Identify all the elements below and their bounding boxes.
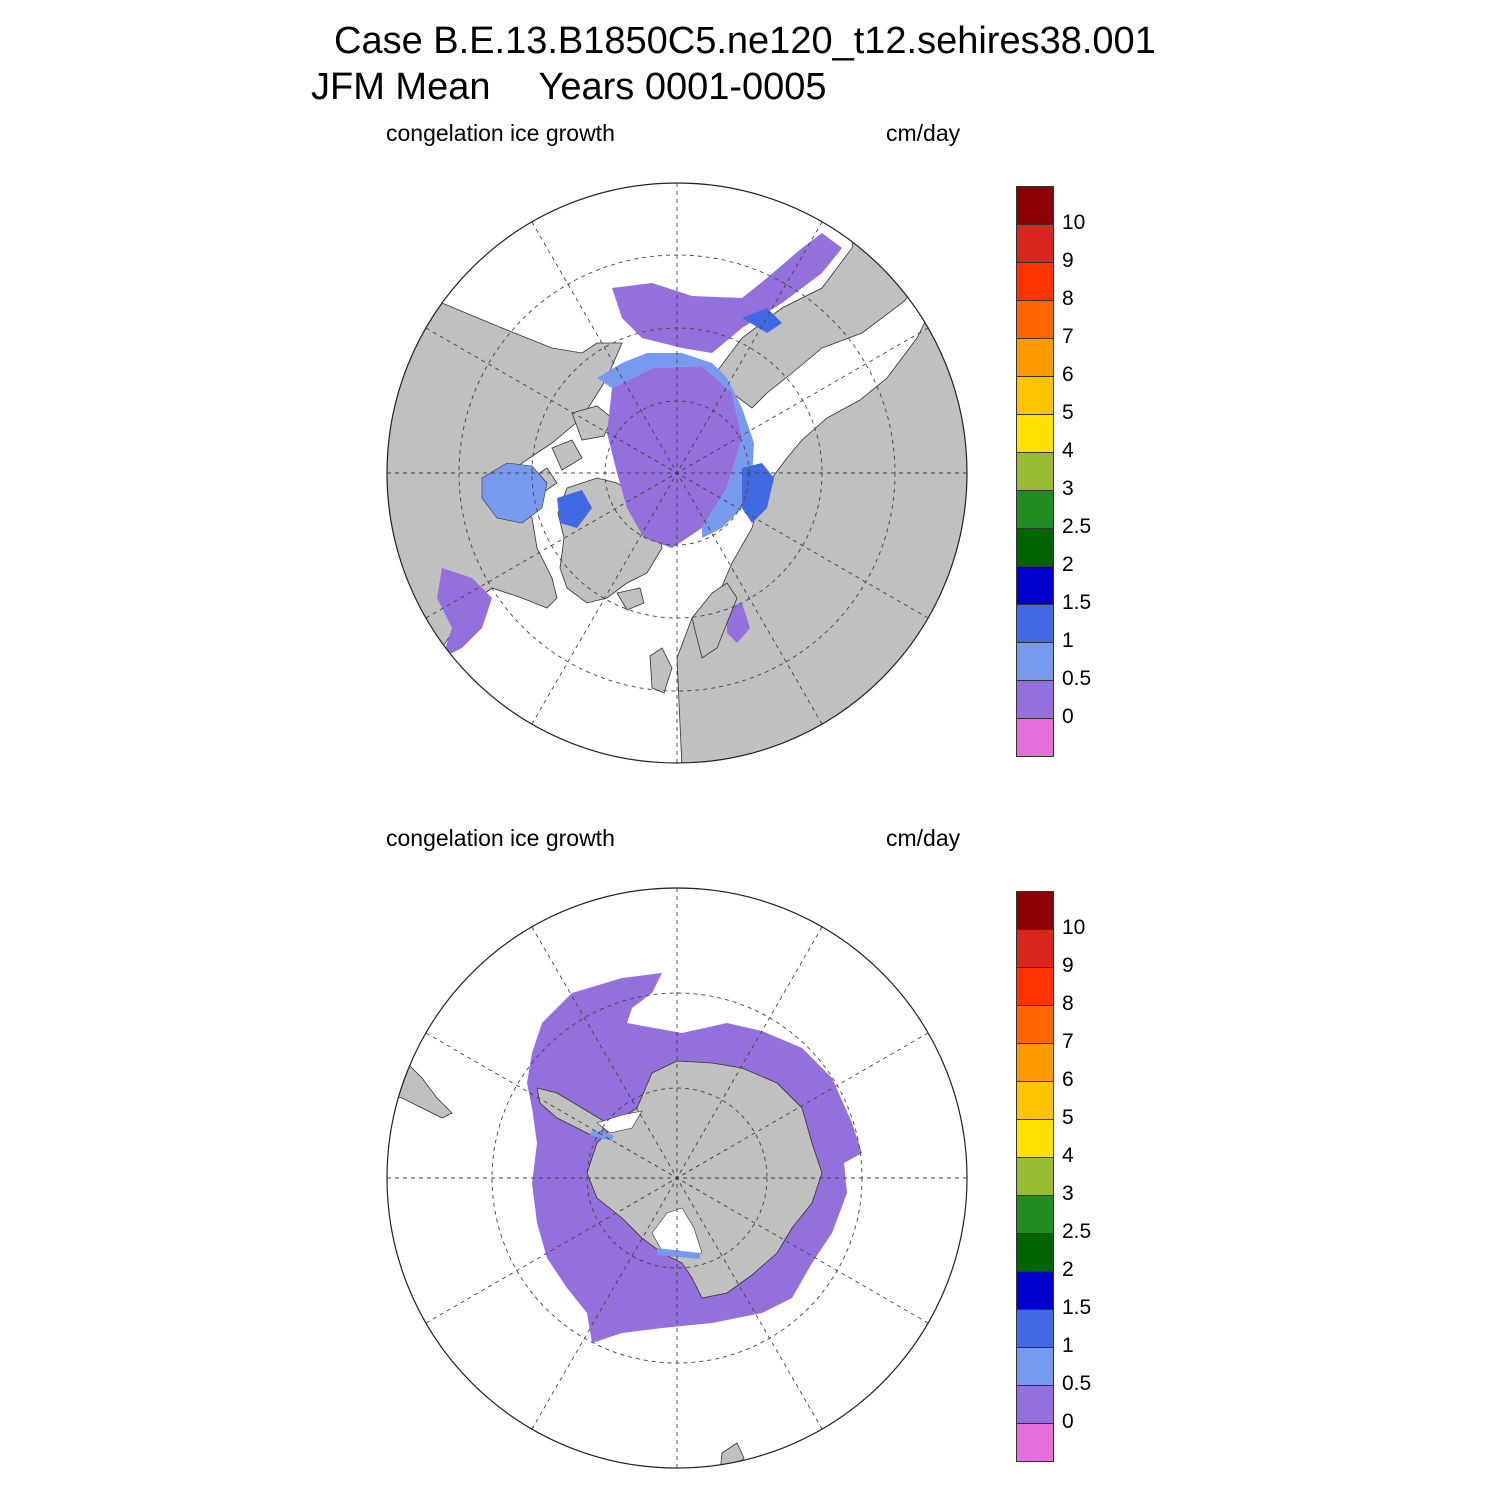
colorbar-tick-label: 5 bbox=[1062, 401, 1074, 424]
colorbar-swatch bbox=[1016, 262, 1054, 300]
colorbar-tick-label: 1 bbox=[1062, 629, 1074, 652]
land-britain bbox=[649, 647, 673, 694]
land-iceland bbox=[616, 587, 645, 611]
arctic-polar-map bbox=[386, 182, 968, 764]
panel-arctic: congelation ice growth cm/day bbox=[0, 0, 1500, 764]
colorbar-swatch bbox=[1016, 718, 1054, 757]
graticule bbox=[387, 888, 967, 1468]
years-label: Years 0001-0005 bbox=[538, 66, 827, 108]
colorbar-swatch bbox=[1016, 604, 1054, 642]
antarctic-polar-map bbox=[386, 887, 968, 1469]
ice-ross-coastal bbox=[657, 1248, 700, 1259]
ice-central-arctic bbox=[607, 366, 742, 548]
colorbar-swatch bbox=[1016, 1043, 1054, 1081]
weddell-gap bbox=[596, 1110, 643, 1134]
ice-marginal-band bbox=[597, 353, 754, 538]
title-case: Case B.E.13.B1850C5.ne120_t12.sehires38.… bbox=[334, 20, 1156, 62]
colorbar-tick-label: 0 bbox=[1062, 705, 1074, 728]
colorbar-swatch bbox=[1016, 1271, 1054, 1309]
colorbar-tick-label: 0 bbox=[1062, 1410, 1074, 1433]
colorbar-swatch bbox=[1016, 891, 1054, 929]
colorbar-swatch bbox=[1016, 1195, 1054, 1233]
colorbar-swatch bbox=[1016, 1157, 1054, 1195]
colorbar-tick-label: 9 bbox=[1062, 954, 1074, 977]
colorbar bbox=[1016, 891, 1054, 1462]
colorbar bbox=[1016, 186, 1054, 757]
colorbar-tick-label: 1.5 bbox=[1062, 591, 1092, 614]
colorbar-tick-label: 0.5 bbox=[1062, 1372, 1092, 1395]
colorbar-tick-label: 9 bbox=[1062, 249, 1074, 272]
colorbar-swatch bbox=[1016, 490, 1054, 528]
colorbar-tick-label: 3 bbox=[1062, 1182, 1074, 1205]
colorbar-tick-label: 8 bbox=[1062, 992, 1074, 1015]
colorbar-tick-label: 6 bbox=[1062, 1068, 1074, 1091]
colorbar-tick-label: 2 bbox=[1062, 1258, 1074, 1281]
colorbar-swatch bbox=[1016, 1347, 1054, 1385]
units-label: cm/day bbox=[886, 825, 961, 851]
colorbar-swatch bbox=[1016, 1119, 1054, 1157]
colorbar-tick-label: 7 bbox=[1062, 325, 1074, 348]
title-season: JFM Mean Years 0001-0005 bbox=[311, 66, 827, 109]
map-border bbox=[386, 887, 968, 1469]
colorbar-tick-label: 4 bbox=[1062, 1144, 1074, 1167]
colorbar-tick-label: 2.5 bbox=[1062, 515, 1092, 538]
colorbar-swatch bbox=[1016, 566, 1054, 604]
colorbar-tick-label: 2.5 bbox=[1062, 1220, 1092, 1243]
colorbar-swatch bbox=[1016, 1081, 1054, 1119]
season-label: JFM Mean bbox=[311, 66, 491, 108]
colorbar-tick-label: 3 bbox=[1062, 477, 1074, 500]
colorbar-tick-label: 1.5 bbox=[1062, 1296, 1092, 1319]
map-border bbox=[386, 182, 968, 764]
colorbar-tick-label: 7 bbox=[1062, 1030, 1074, 1053]
graticule bbox=[387, 183, 967, 763]
colorbar-swatch bbox=[1016, 186, 1054, 224]
colorbar-tick-label: 10 bbox=[1062, 211, 1086, 234]
colorbar-swatch bbox=[1016, 338, 1054, 376]
colorbar-swatch bbox=[1016, 528, 1054, 566]
colorbar-tick-label: 8 bbox=[1062, 287, 1074, 310]
colorbar-swatch bbox=[1016, 1005, 1054, 1043]
variable-label: congelation ice growth bbox=[386, 120, 615, 146]
colorbar-swatch bbox=[1016, 1233, 1054, 1271]
ice-okhotsk bbox=[742, 308, 782, 333]
colorbar-tick-label: 0.5 bbox=[1062, 667, 1092, 690]
colorbar-swatch bbox=[1016, 1385, 1054, 1423]
colorbar-tick-label: 5 bbox=[1062, 1106, 1074, 1129]
land-antarctica bbox=[586, 1060, 823, 1299]
colorbar-swatch bbox=[1016, 300, 1054, 338]
land-antarctic-peninsula bbox=[536, 1087, 608, 1139]
colorbar-swatch bbox=[1016, 642, 1054, 680]
colorbar-tick-label: 1 bbox=[1062, 1334, 1074, 1357]
colorbar-tick-label: 4 bbox=[1062, 439, 1074, 462]
colorbar-swatch bbox=[1016, 452, 1054, 490]
hudson-bay bbox=[481, 462, 548, 524]
colorbar-swatch bbox=[1016, 224, 1054, 262]
colorbar-swatch bbox=[1016, 1423, 1054, 1462]
units-label: cm/day bbox=[886, 120, 961, 146]
ice-labrador bbox=[437, 568, 492, 658]
colorbar-swatch bbox=[1016, 414, 1054, 452]
land-scandinavia bbox=[691, 582, 738, 659]
ice-bering bbox=[612, 233, 842, 353]
colorbar-tick-label: 2 bbox=[1062, 553, 1074, 576]
colorbar-tick-label: 6 bbox=[1062, 363, 1074, 386]
colorbar-swatch bbox=[1016, 680, 1054, 718]
colorbar-swatch bbox=[1016, 929, 1054, 967]
ice-baffin bbox=[557, 490, 592, 528]
colorbar-tick-label: 10 bbox=[1062, 916, 1086, 939]
ice-baltic bbox=[727, 603, 750, 643]
variable-label: congelation ice growth bbox=[386, 825, 615, 851]
colorbar-swatch bbox=[1016, 376, 1054, 414]
panel-antarctic: congelation ice growth cm/day bbox=[0, 705, 1500, 1469]
ice-kara bbox=[742, 463, 774, 523]
colorbar-swatch bbox=[1016, 967, 1054, 1005]
colorbar-swatch bbox=[1016, 1309, 1054, 1347]
